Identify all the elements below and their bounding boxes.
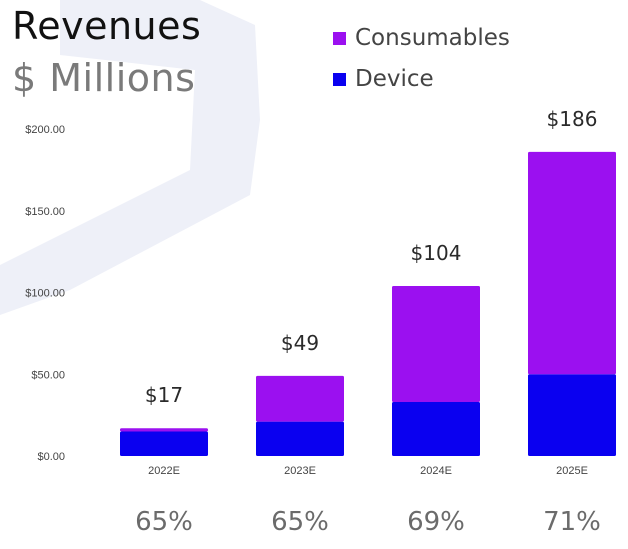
legend-label-device: Device	[355, 66, 434, 92]
bar-total-label: $104	[411, 241, 462, 265]
legend-swatch-consumables	[333, 31, 346, 45]
y-tick-label: $150.00	[25, 206, 65, 218]
bar-consumables-2024e	[392, 285, 480, 403]
bar-device-2025e	[528, 374, 616, 456]
bar-consumables-2023e	[256, 375, 344, 422]
bar-device-2023e	[256, 421, 344, 456]
x-category-label: 2023E	[284, 465, 316, 477]
y-tick-label: $100.00	[25, 288, 65, 300]
margin-percentage-label: 69%	[407, 507, 465, 537]
y-tick-label: $200.00	[25, 124, 65, 136]
chart-title-revenues: Revenues	[12, 4, 202, 48]
bar-consumables-2025e	[528, 151, 616, 375]
x-category-label: 2024E	[420, 465, 452, 477]
margin-percentage-label: 65%	[271, 507, 329, 537]
bar-consumables-2022e	[120, 428, 208, 432]
y-tick-label: $0.00	[37, 451, 65, 463]
bar-total-label: $186	[547, 107, 598, 131]
bar-device-2024e	[392, 402, 480, 456]
x-category-label: 2025E	[556, 465, 588, 477]
margin-percentage-label: 71%	[543, 507, 601, 537]
legend-item-consumables: Consumables	[333, 23, 510, 53]
legend-swatch-device	[333, 72, 346, 86]
bar-device-2022e	[120, 431, 208, 456]
x-category-label: 2022E	[148, 465, 180, 477]
margin-percentage-label: 65%	[135, 507, 193, 537]
legend-label-consumables: Consumables	[355, 25, 510, 51]
y-tick-label: $50.00	[31, 369, 65, 381]
chart-subtitle-millions: $ Millions	[12, 56, 196, 100]
bar-total-label: $49	[281, 331, 319, 355]
bar-total-label: $17	[145, 383, 183, 407]
legend-item-device: Device	[333, 64, 434, 94]
